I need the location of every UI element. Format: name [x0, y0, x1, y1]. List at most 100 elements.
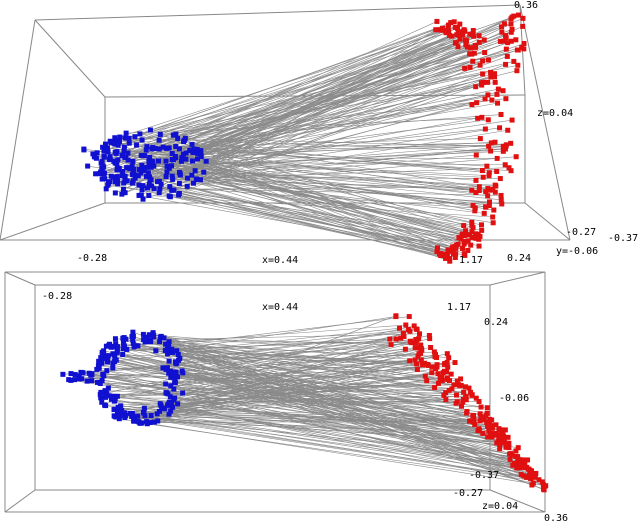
target-point [412, 345, 418, 351]
source-point [105, 385, 111, 391]
target-point [476, 39, 482, 45]
target-point [406, 314, 412, 320]
source-point [79, 376, 85, 382]
source-point [166, 358, 172, 364]
target-point [481, 210, 487, 216]
target-point [528, 476, 534, 482]
target-point [411, 323, 417, 329]
target-point [476, 33, 482, 39]
source-point [169, 151, 175, 157]
target-point [478, 414, 484, 420]
match-line [102, 178, 477, 239]
target-point [515, 47, 521, 53]
source-point [130, 178, 136, 184]
source-point [132, 172, 138, 178]
match-line [132, 413, 481, 422]
target-point [514, 68, 520, 74]
target-point [454, 378, 460, 384]
match-line [132, 339, 458, 403]
target-point [483, 413, 489, 419]
target-point [435, 380, 441, 386]
match-line [155, 67, 471, 149]
source-point [98, 389, 104, 395]
target-point [498, 197, 504, 203]
source-point [96, 358, 102, 364]
target-point [413, 326, 419, 332]
source-point [184, 175, 190, 181]
target-point [432, 385, 438, 391]
source-point [139, 165, 145, 171]
target-point [471, 50, 477, 56]
source-point [135, 413, 141, 419]
source-point [89, 371, 95, 377]
match-line [175, 331, 410, 363]
source-point [60, 371, 66, 377]
source-point [124, 165, 130, 171]
source-point [120, 152, 126, 158]
target-point [451, 382, 457, 388]
target-point [476, 236, 482, 242]
match-line [138, 119, 513, 177]
source-point [149, 146, 155, 152]
target-point [497, 38, 503, 44]
target-point [514, 465, 520, 471]
target-point [472, 208, 478, 214]
target-point [398, 335, 404, 341]
target-point [475, 115, 481, 121]
target-point [520, 23, 526, 29]
target-point [499, 427, 505, 433]
match-line [152, 138, 481, 148]
target-point [460, 32, 466, 38]
target-point [508, 451, 514, 457]
source-point [131, 166, 137, 172]
source-point [131, 344, 137, 350]
source-point [129, 413, 135, 419]
target-point [513, 37, 519, 43]
target-point [494, 91, 500, 97]
source-point [115, 410, 121, 416]
target-point [501, 21, 507, 27]
source-point [122, 135, 128, 141]
source-point [174, 348, 180, 354]
target-point [495, 100, 501, 106]
match-line [126, 118, 478, 134]
target-point [447, 258, 453, 264]
source-point [194, 177, 200, 183]
target-point [437, 27, 443, 33]
target-point [485, 92, 491, 98]
source-point [175, 136, 181, 142]
target-point [525, 466, 531, 472]
source-point [176, 169, 182, 175]
target-point [460, 245, 466, 251]
target-point [448, 371, 454, 377]
match-line [125, 72, 491, 139]
target-point [441, 392, 447, 398]
axis-label: 0.36 [544, 513, 568, 523]
source-point [191, 146, 197, 152]
target-point [414, 367, 420, 373]
source-point [136, 182, 142, 188]
axis-label: x=0.44 [262, 302, 298, 313]
source-point [113, 341, 119, 347]
source-point [115, 142, 121, 148]
target-point [503, 444, 509, 450]
source-point [68, 371, 74, 377]
source-point [104, 368, 110, 374]
source-point [141, 405, 147, 411]
target-point [479, 114, 485, 120]
target-point [482, 96, 488, 102]
source-point [130, 158, 136, 164]
target-point [472, 205, 478, 211]
target-point [485, 117, 491, 123]
target-point [387, 336, 393, 342]
source-point [153, 348, 159, 354]
source-point [131, 418, 137, 424]
target-point [446, 355, 452, 361]
source-point [122, 190, 128, 196]
source-point [126, 140, 132, 146]
target-point [434, 362, 440, 368]
target-point [477, 62, 483, 68]
target-point [503, 33, 509, 39]
match-line [146, 176, 456, 258]
target-point [483, 189, 489, 195]
